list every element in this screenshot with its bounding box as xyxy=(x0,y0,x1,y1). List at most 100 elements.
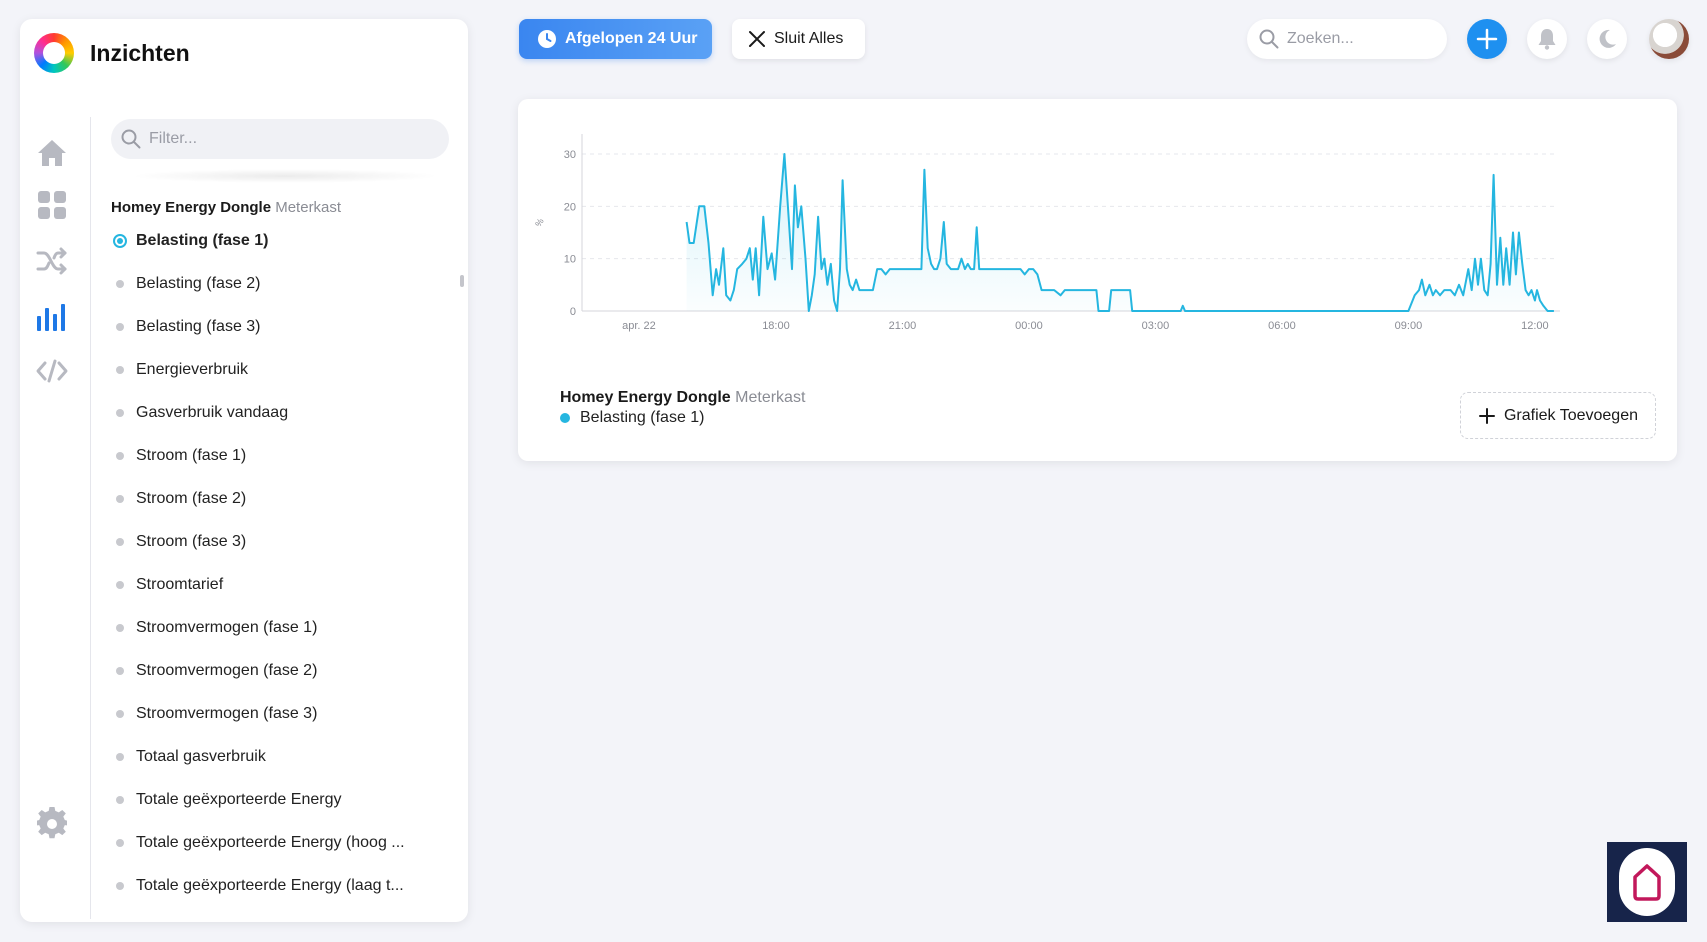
radio-icon xyxy=(116,580,124,589)
list-item-label: Stroom (fase 1) xyxy=(136,446,247,464)
add-button[interactable] xyxy=(1467,19,1507,59)
series-line xyxy=(685,153,1554,312)
device-group-header: Homey Energy Dongle Meterkast xyxy=(111,199,341,216)
radio-selected-icon xyxy=(113,233,127,248)
radio-icon xyxy=(116,709,124,718)
list-item[interactable]: Stroom (fase 3) xyxy=(108,520,438,563)
series-color-dot xyxy=(560,413,570,423)
list-item-label: Totale geëxporteerde Energy xyxy=(136,790,342,808)
nav-rail xyxy=(20,119,92,909)
search-icon xyxy=(1259,29,1279,49)
list-item[interactable]: Belasting (fase 3) xyxy=(108,305,438,348)
y-tick-label: 30 xyxy=(564,149,576,161)
code-icon[interactable] xyxy=(34,353,70,389)
dashboard-icon[interactable] xyxy=(34,187,70,223)
list-item-label: Stroomvermogen (fase 2) xyxy=(136,661,318,679)
list-item-label: Energieverbruik xyxy=(136,360,249,378)
list-item[interactable]: Totale geëxporteerde Energy (hoog ... xyxy=(108,821,438,864)
filter-field[interactable] xyxy=(111,119,449,159)
list-item[interactable]: Stroom (fase 1) xyxy=(108,434,438,477)
zone-name: Meterkast xyxy=(275,199,342,216)
time-range-label: Afgelopen 24 Uur xyxy=(565,30,698,47)
insight-card: 0 10 20 30% apr. 22 18:00 21:00 00:00 03:00 06:00… xyxy=(518,99,1677,461)
radio-icon xyxy=(116,795,124,804)
plus-icon xyxy=(1476,28,1498,50)
homey-app-button[interactable] xyxy=(1607,842,1687,922)
x-tick-label: 18:00 xyxy=(762,320,790,332)
list-item-label: Gasverbruik vandaag xyxy=(136,403,289,421)
list-item[interactable]: Totaal gasverbruik xyxy=(108,735,438,778)
radio-icon xyxy=(116,365,124,374)
home-icon[interactable] xyxy=(34,135,70,171)
x-tick-label: 03:00 xyxy=(1142,320,1170,332)
list-scrollbar[interactable] xyxy=(460,189,464,919)
list-item-label: Belasting (fase 2) xyxy=(136,274,261,292)
filter-shadow xyxy=(130,169,440,183)
x-tick-label: 09:00 xyxy=(1395,320,1423,332)
list-item[interactable]: Stroomtarief xyxy=(108,563,438,606)
list-item-label: Stroomtarief xyxy=(136,575,224,593)
time-range-button[interactable]: Afgelopen 24 Uur xyxy=(519,19,712,59)
list-item[interactable]: Totale geëxporteerde Energy xyxy=(108,778,438,821)
radio-icon xyxy=(116,494,124,503)
add-graph-button[interactable]: Grafiek Toevoegen xyxy=(1460,392,1656,439)
radio-icon xyxy=(116,537,124,546)
device-name: Homey Energy Dongle xyxy=(111,199,272,216)
search-input[interactable] xyxy=(1287,30,1437,48)
radio-icon xyxy=(116,838,124,847)
series-area xyxy=(686,154,1554,311)
list-item[interactable]: Gasverbruik vandaag xyxy=(108,391,438,434)
avatar[interactable] xyxy=(1649,19,1689,59)
legend-series-item[interactable]: Belasting (fase 1) xyxy=(560,409,805,427)
search-field[interactable] xyxy=(1247,19,1447,59)
x-tick-label: 06:00 xyxy=(1268,320,1296,332)
list-item[interactable]: Stroomvermogen (fase 3) xyxy=(108,692,438,735)
list-item[interactable]: Stroom (fase 2) xyxy=(108,477,438,520)
list-item-label: Totaal gasverbruik xyxy=(136,747,266,765)
close-all-button[interactable]: Sluit Alles xyxy=(732,19,865,59)
list-item-label: Totale geëxporteerde Energy (hoog ... xyxy=(136,833,405,851)
insights-icon[interactable] xyxy=(34,299,70,335)
list-item[interactable]: Stroomvermogen (fase 1) xyxy=(108,606,438,649)
list-item[interactable]: Energieverbruik xyxy=(108,348,438,391)
dark-mode-button[interactable] xyxy=(1587,19,1627,59)
insight-list: Belasting (fase 1) Belasting (fase 2) Bela… xyxy=(108,219,438,907)
list-item-label: Stroomvermogen (fase 3) xyxy=(136,704,318,722)
list-item[interactable]: Totale geëxporteerde Energy (laag t... xyxy=(108,864,438,907)
flows-icon[interactable] xyxy=(34,243,70,279)
x-tick-label: 12:00 xyxy=(1521,320,1549,332)
radio-icon xyxy=(116,279,124,288)
plus-icon xyxy=(1478,407,1495,424)
clock-icon xyxy=(538,30,556,48)
moon-icon xyxy=(1599,29,1616,48)
chart-legend: Homey Energy Dongle Meterkast Belasting … xyxy=(560,389,805,427)
y-tick-label: 0 xyxy=(570,306,576,318)
radio-icon xyxy=(116,666,124,675)
app-header: Inzichten xyxy=(34,33,190,73)
sidebar: Inzichten Homey Energy Dongle Meterkast … xyxy=(20,19,468,922)
line-chart[interactable]: 0 10 20 30% apr. 22 18:00 21:00 00:00 03:00 06:00… xyxy=(518,99,1677,379)
close-all-label: Sluit Alles xyxy=(774,30,844,47)
scrollbar-thumb[interactable] xyxy=(460,275,464,287)
list-item-label: Totale geëxporteerde Energy (laag t... xyxy=(136,876,404,894)
radio-icon xyxy=(116,752,124,761)
notifications-button[interactable] xyxy=(1527,19,1567,59)
radio-icon xyxy=(116,451,124,460)
list-item[interactable]: Belasting (fase 1) xyxy=(108,219,438,262)
list-item-label: Belasting (fase 3) xyxy=(136,317,261,335)
list-item[interactable]: Belasting (fase 2) xyxy=(108,262,438,305)
add-graph-label: Grafiek Toevoegen xyxy=(1503,406,1638,424)
radio-icon xyxy=(116,408,124,417)
homey-badge xyxy=(1619,848,1675,916)
house-icon xyxy=(1633,864,1661,901)
homey-logo-icon xyxy=(34,33,74,73)
bell-icon xyxy=(1538,29,1556,50)
x-tick-label: 00:00 xyxy=(1015,320,1043,332)
settings-icon[interactable] xyxy=(34,805,70,841)
radio-icon xyxy=(116,623,124,632)
sidebar-divider xyxy=(90,117,91,919)
filter-input[interactable] xyxy=(149,130,429,148)
y-axis-label: % xyxy=(533,217,546,229)
list-item[interactable]: Stroomvermogen (fase 2) xyxy=(108,649,438,692)
y-tick-label: 20 xyxy=(564,201,576,213)
